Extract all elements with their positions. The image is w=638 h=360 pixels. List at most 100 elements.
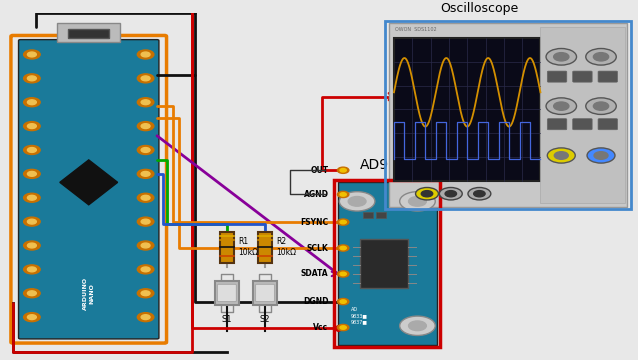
Circle shape [141, 52, 150, 57]
Circle shape [27, 52, 36, 57]
FancyBboxPatch shape [364, 212, 373, 218]
Circle shape [554, 102, 569, 110]
Circle shape [24, 241, 40, 250]
Circle shape [24, 312, 40, 321]
Circle shape [24, 98, 40, 107]
Circle shape [338, 271, 349, 277]
Text: SCLK: SCLK [307, 243, 329, 252]
FancyBboxPatch shape [547, 119, 567, 130]
Circle shape [24, 50, 40, 59]
Circle shape [415, 188, 438, 200]
Text: R1
10kΩ: R1 10kΩ [239, 238, 258, 257]
Circle shape [338, 167, 349, 174]
Circle shape [141, 100, 150, 105]
Circle shape [141, 315, 150, 320]
Circle shape [340, 220, 346, 224]
Text: FSYNC: FSYNC [300, 217, 329, 226]
FancyBboxPatch shape [253, 281, 277, 305]
Circle shape [141, 243, 150, 248]
Circle shape [141, 148, 150, 152]
Circle shape [24, 217, 40, 226]
Circle shape [141, 171, 150, 176]
Circle shape [24, 193, 40, 202]
Text: OWON  SDS1102: OWON SDS1102 [395, 27, 437, 32]
Circle shape [338, 324, 349, 330]
Circle shape [24, 265, 40, 274]
Circle shape [340, 300, 346, 303]
Circle shape [340, 168, 346, 172]
Circle shape [27, 171, 36, 176]
FancyBboxPatch shape [389, 23, 627, 207]
Circle shape [338, 245, 349, 251]
Circle shape [27, 267, 36, 272]
Circle shape [137, 145, 154, 154]
Circle shape [554, 53, 569, 61]
Circle shape [27, 219, 36, 224]
Circle shape [586, 98, 616, 114]
FancyBboxPatch shape [255, 284, 274, 302]
Text: SDATA: SDATA [301, 269, 329, 278]
Circle shape [141, 195, 150, 200]
Circle shape [141, 219, 150, 224]
FancyBboxPatch shape [360, 239, 408, 288]
Text: Vcc: Vcc [313, 323, 329, 332]
FancyBboxPatch shape [218, 284, 237, 302]
Circle shape [554, 152, 568, 159]
Circle shape [594, 152, 608, 159]
Circle shape [546, 98, 577, 114]
Circle shape [340, 193, 346, 196]
Circle shape [27, 76, 36, 81]
Circle shape [27, 124, 36, 129]
Circle shape [440, 188, 463, 200]
Circle shape [137, 265, 154, 274]
FancyBboxPatch shape [19, 40, 159, 339]
Circle shape [348, 197, 366, 206]
Circle shape [24, 169, 40, 178]
Circle shape [27, 315, 36, 320]
Circle shape [141, 267, 150, 272]
Circle shape [593, 102, 609, 110]
Circle shape [141, 291, 150, 296]
Circle shape [27, 195, 36, 200]
Polygon shape [60, 160, 117, 205]
Circle shape [340, 272, 346, 276]
Circle shape [587, 148, 615, 163]
Circle shape [546, 49, 577, 65]
FancyBboxPatch shape [598, 71, 618, 82]
FancyBboxPatch shape [376, 212, 386, 218]
Circle shape [340, 326, 346, 329]
Circle shape [24, 74, 40, 83]
Circle shape [137, 193, 154, 202]
Circle shape [473, 190, 485, 197]
Circle shape [586, 49, 616, 65]
FancyBboxPatch shape [258, 231, 272, 263]
Text: AGND: AGND [304, 190, 329, 199]
Circle shape [137, 50, 154, 59]
Circle shape [408, 321, 426, 330]
FancyBboxPatch shape [573, 119, 592, 130]
Circle shape [141, 76, 150, 81]
Circle shape [27, 148, 36, 152]
Circle shape [137, 98, 154, 107]
Circle shape [137, 289, 154, 298]
Circle shape [547, 148, 575, 163]
Circle shape [339, 192, 375, 211]
Circle shape [27, 291, 36, 296]
FancyBboxPatch shape [215, 281, 239, 305]
Circle shape [468, 188, 491, 200]
Text: DGND: DGND [303, 297, 329, 306]
Text: S2: S2 [260, 315, 271, 324]
FancyBboxPatch shape [220, 231, 234, 263]
Circle shape [141, 124, 150, 129]
Circle shape [340, 246, 346, 250]
Circle shape [137, 241, 154, 250]
FancyBboxPatch shape [540, 27, 625, 203]
FancyBboxPatch shape [68, 29, 109, 38]
Circle shape [338, 219, 349, 225]
Circle shape [421, 190, 433, 197]
Text: R2
10kΩ: R2 10kΩ [276, 238, 297, 257]
Circle shape [137, 74, 154, 83]
Text: ARDUINO
NANO: ARDUINO NANO [84, 277, 94, 310]
FancyBboxPatch shape [598, 119, 618, 130]
Circle shape [27, 243, 36, 248]
